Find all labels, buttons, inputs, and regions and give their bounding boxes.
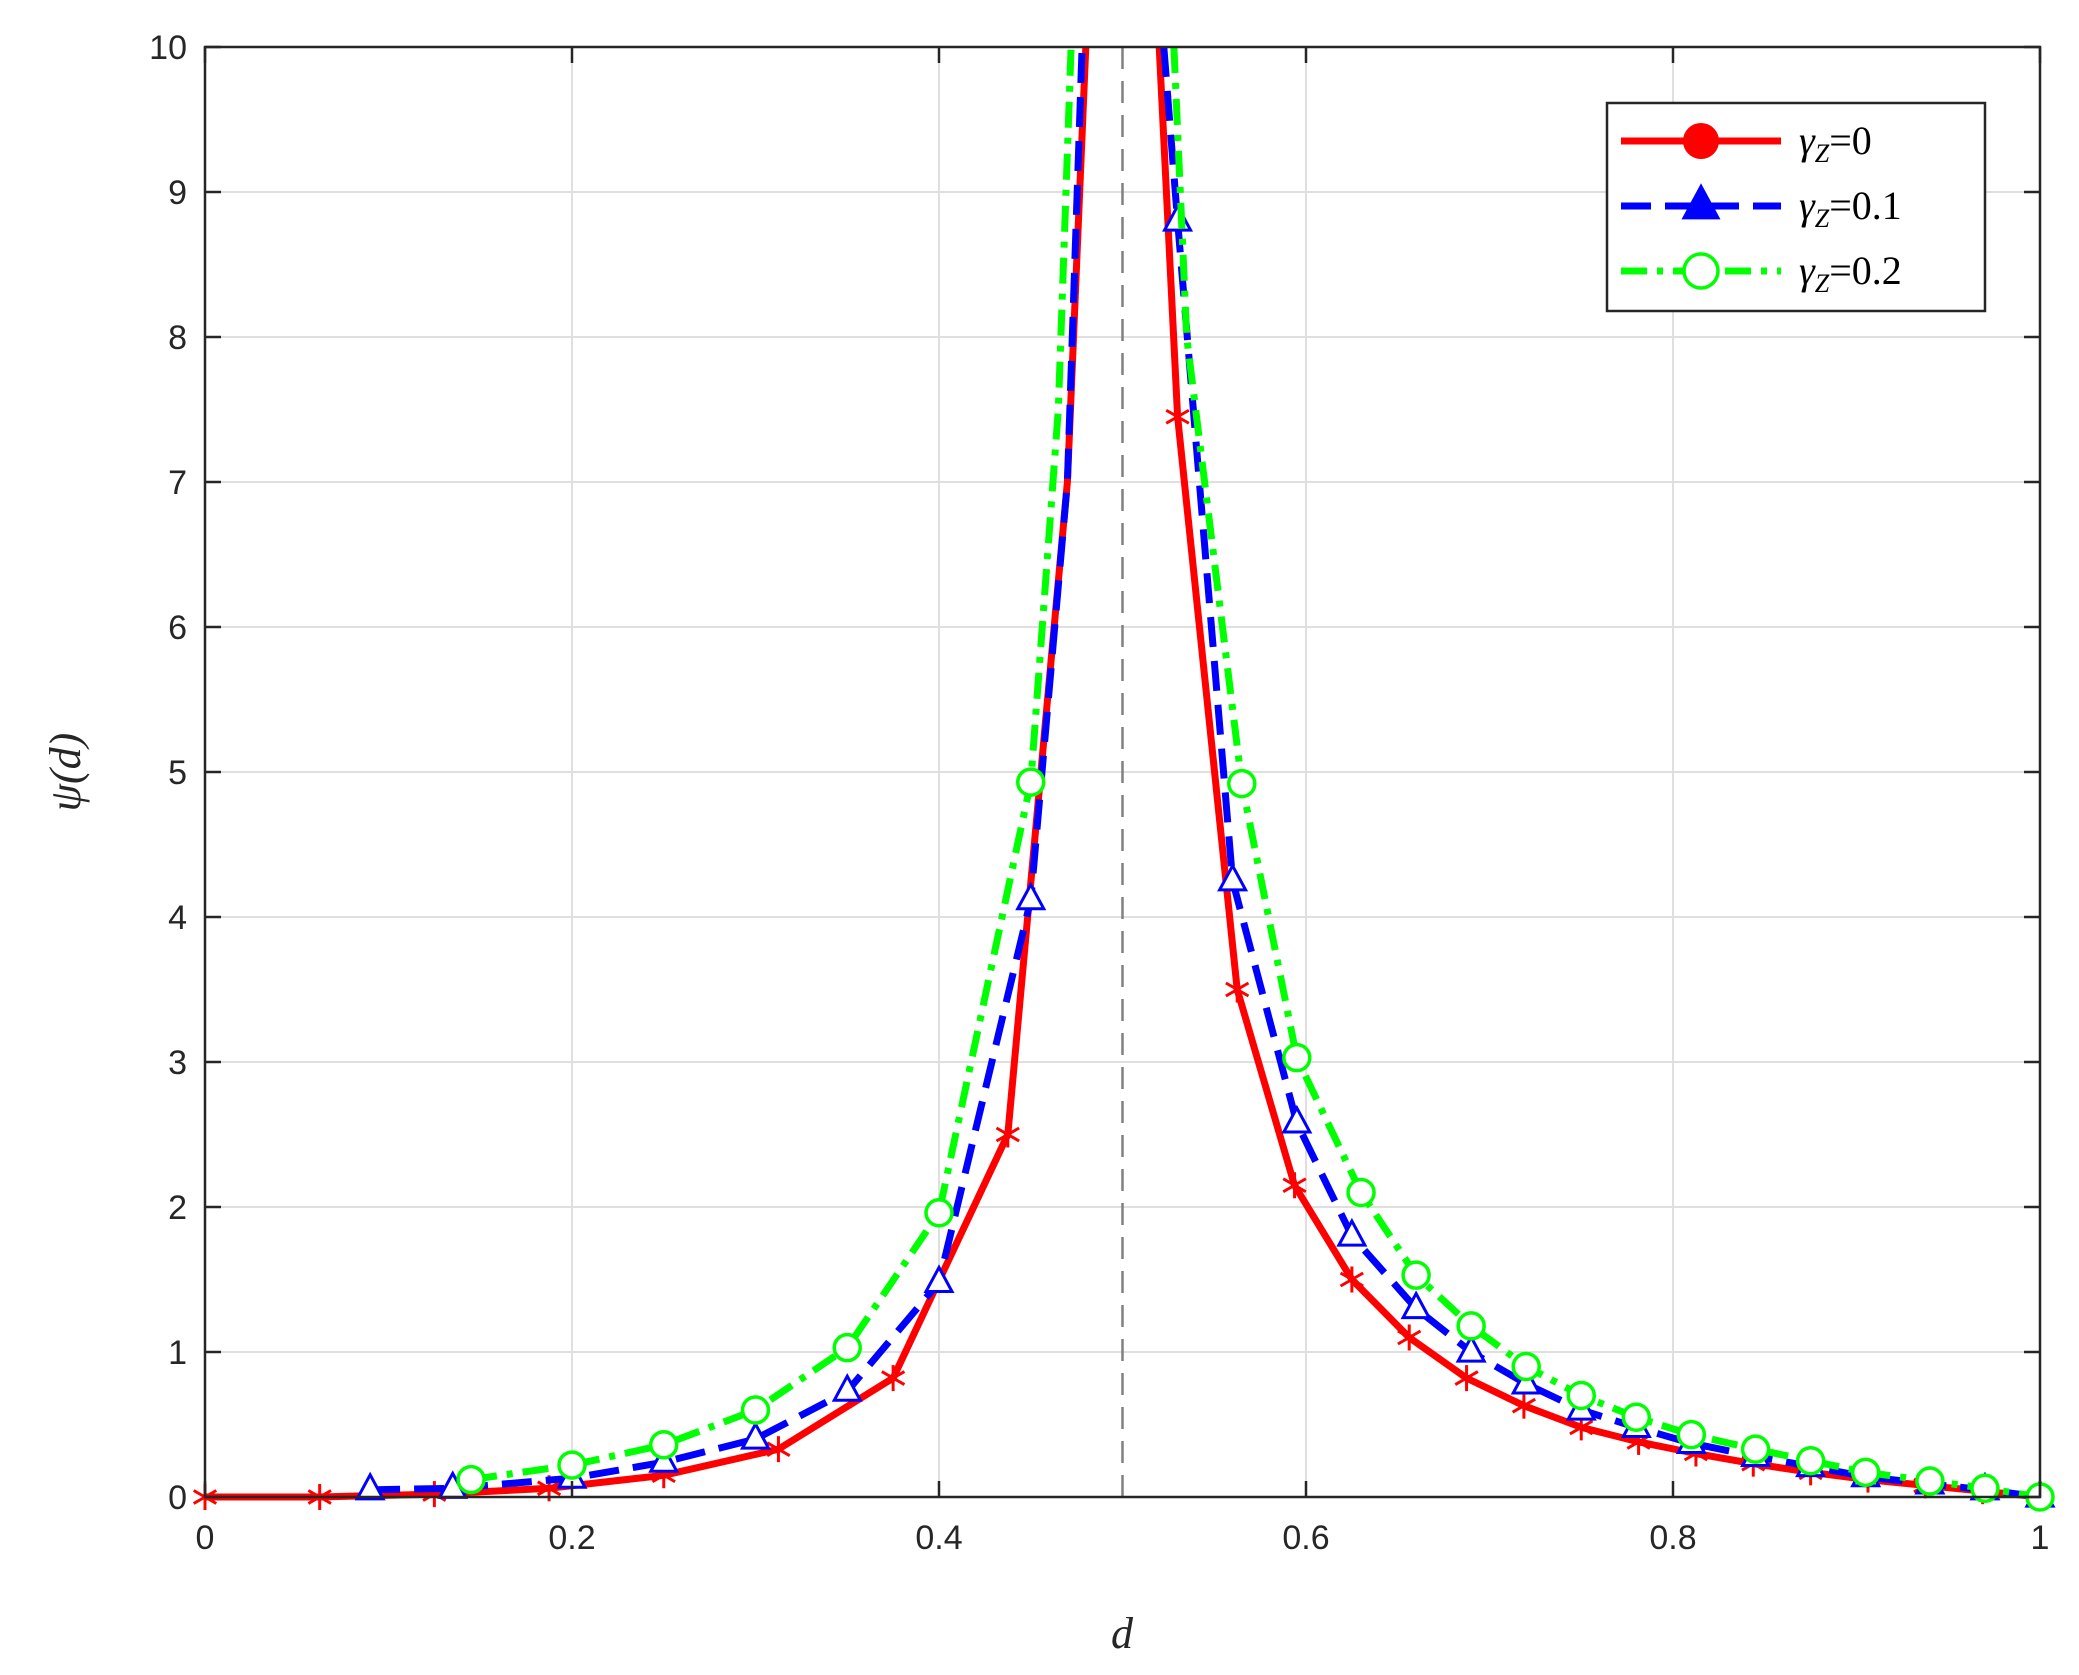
series-layer <box>192 46 2056 1512</box>
legend-subscript: Z <box>1815 269 1830 298</box>
legend-subscript: Z <box>1815 204 1830 233</box>
data-point <box>354 1471 386 1501</box>
y-axis-label: ψ(d) <box>41 733 90 812</box>
y-tick-label: 2 <box>168 1189 187 1227</box>
data-point <box>881 1365 906 1392</box>
y-tick-label: 1 <box>168 1334 187 1372</box>
data-point <box>1281 1104 1313 1134</box>
y-tick-label: 10 <box>149 29 187 67</box>
y-tick-label: 5 <box>168 754 187 792</box>
legend-item: γZ=0 <box>1621 118 1872 168</box>
legend-gamma: γ <box>1799 183 1816 228</box>
data-point <box>1336 1217 1368 1247</box>
data-point <box>1217 862 1249 892</box>
legend-subscript: Z <box>1815 139 1830 168</box>
y-tick-label: 0 <box>168 1479 187 1517</box>
y-tick-label: 8 <box>168 319 187 357</box>
y-tick-label: 4 <box>168 899 187 937</box>
data-point <box>924 1198 954 1228</box>
data-point <box>1511 1392 1536 1419</box>
x-tick-label: 0.2 <box>548 1519 595 1557</box>
data-point <box>1621 1402 1652 1432</box>
y-tick-label: 6 <box>168 609 187 647</box>
y-tick-label: 9 <box>168 174 187 212</box>
x-axis-label: d <box>1111 1609 1134 1658</box>
x-tick-label: 0.8 <box>1649 1519 1696 1557</box>
data-point <box>831 1373 863 1402</box>
x-tick-label: 0 <box>196 1519 215 1557</box>
data-point <box>1455 1333 1487 1363</box>
data-point <box>1282 1172 1307 1199</box>
x-tick-label: 0.4 <box>915 1519 962 1557</box>
data-point <box>1225 976 1250 1003</box>
legend-marker <box>1681 183 1721 220</box>
legend-label: γZ=0.1 <box>1799 183 1902 233</box>
data-point <box>1915 1466 1945 1496</box>
legend-box <box>1605 101 1987 313</box>
legend-marker <box>1683 123 1719 159</box>
data-point <box>1400 1290 1432 1320</box>
data-point <box>456 1464 486 1495</box>
data-point <box>1165 403 1190 430</box>
y-tick-label: 7 <box>168 464 187 502</box>
legend-item: γZ=0.2 <box>1621 248 1902 298</box>
data-point <box>1454 1365 1479 1392</box>
data-point <box>1566 1380 1596 1411</box>
legend-gamma: γ <box>1799 248 1816 293</box>
data-point <box>1227 768 1257 799</box>
data-point <box>739 1420 772 1450</box>
legend-value: =0.2 <box>1829 248 1902 293</box>
data-point <box>832 1332 862 1363</box>
legend-label: γZ=0 <box>1799 118 1872 168</box>
data-point <box>1282 1042 1312 1073</box>
series-line-left <box>370 46 1086 1494</box>
data-point <box>557 1450 587 1480</box>
data-point <box>1795 1446 1826 1476</box>
data-point <box>649 1430 679 1460</box>
y-tick-label: 3 <box>168 1044 187 1082</box>
data-point <box>1401 1260 1431 1290</box>
legend-value: =0.1 <box>1829 183 1902 228</box>
series-2 <box>456 46 2055 1512</box>
legend-gamma: γ <box>1799 118 1816 163</box>
data-point <box>1397 1324 1422 1351</box>
ticks <box>203 45 2042 1499</box>
data-point <box>1676 1419 1707 1450</box>
legend-item: γZ=0.1 <box>1621 183 1902 233</box>
legend-value: =0 <box>1829 118 1872 163</box>
data-point <box>1016 767 1046 797</box>
data-point <box>740 1395 771 1425</box>
data-point <box>923 1264 955 1293</box>
x-tick-label: 1 <box>2031 1519 2050 1557</box>
x-tick-label: 0.6 <box>1282 1519 1329 1557</box>
data-point <box>1970 1473 2000 1504</box>
data-point <box>1850 1457 1881 1488</box>
legend-marker <box>1682 252 1720 290</box>
data-point <box>995 1121 1020 1148</box>
data-point <box>766 1436 791 1463</box>
data-point <box>1456 1311 1486 1341</box>
data-point <box>1511 1351 1541 1382</box>
data-point <box>1740 1434 1771 1464</box>
legend-label: γZ=0.2 <box>1799 248 1902 298</box>
legend: γZ=0γZ=0.1γZ=0.2 <box>1605 101 1987 313</box>
data-point <box>1346 1177 1376 1208</box>
data-point <box>1015 881 1047 911</box>
data-point <box>1339 1266 1364 1293</box>
